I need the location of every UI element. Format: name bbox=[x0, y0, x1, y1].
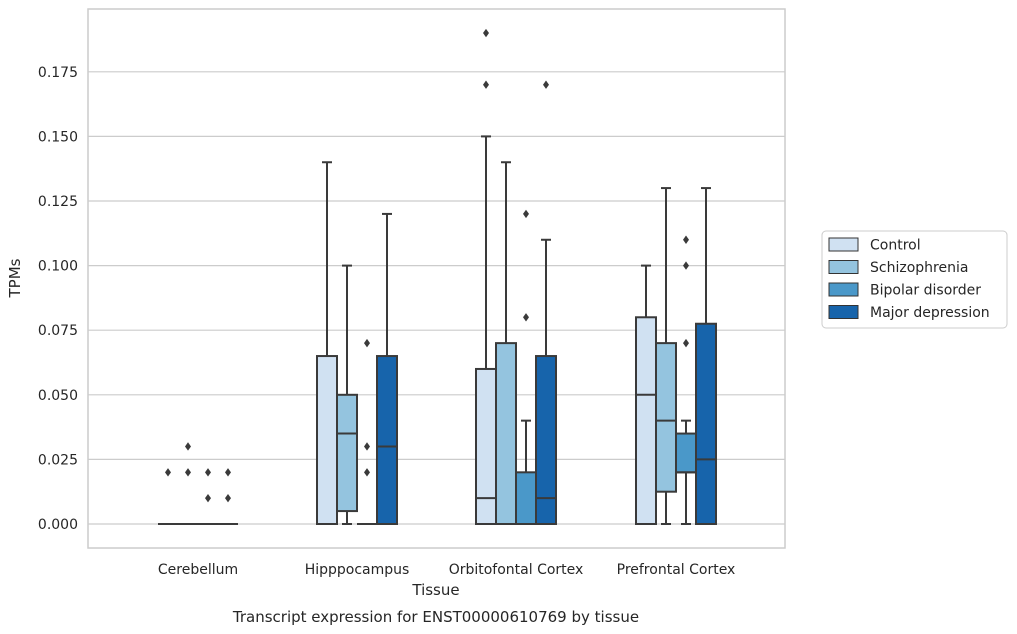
box-iqr bbox=[655, 342, 677, 493]
legend-label: Major depression bbox=[870, 305, 990, 321]
box-iqr bbox=[515, 471, 537, 526]
chart-caption: Transcript expression for ENST0000061076… bbox=[232, 608, 639, 626]
legend-frame bbox=[821, 230, 1008, 329]
outlier-point bbox=[483, 28, 489, 38]
outlier-point bbox=[364, 442, 370, 451]
box-iqr bbox=[535, 355, 557, 526]
x-tick-label: Cerebellum bbox=[158, 562, 238, 578]
legend-swatch bbox=[828, 282, 859, 297]
outlier-point bbox=[683, 261, 689, 270]
outlier-point bbox=[364, 468, 370, 477]
outlier-point bbox=[483, 80, 489, 89]
y-tick-label: 0.175 bbox=[38, 65, 78, 81]
y-tick-label: 0.075 bbox=[38, 323, 78, 339]
outlier-point bbox=[523, 209, 529, 219]
legend-swatch bbox=[828, 305, 859, 319]
box-plot-marks bbox=[158, 28, 717, 526]
x-tick-label: Hipppocampus bbox=[305, 562, 410, 578]
outlier-point bbox=[225, 468, 231, 477]
y-tick-label: 0.000 bbox=[38, 517, 78, 533]
y-axis-ticks: 0.000 0.025 0.050 0.075 0.100 0.125 0.150 0.175 bbox=[38, 65, 78, 533]
box-control bbox=[158, 468, 178, 525]
outlier-point bbox=[205, 468, 211, 477]
legend: Control Schizophrenia Bipolar disorder Majo… bbox=[821, 230, 1008, 329]
y-tick-label: 0.125 bbox=[38, 194, 78, 210]
box-control bbox=[635, 264, 657, 525]
legend-swatch bbox=[828, 260, 859, 274]
box-major-depression bbox=[535, 80, 557, 526]
x-axis-label: Tissue bbox=[411, 581, 459, 599]
box-bipolar-disorder bbox=[198, 468, 218, 525]
box-major-depression bbox=[376, 212, 398, 526]
gridlines bbox=[88, 71, 785, 525]
box-iqr bbox=[495, 342, 517, 525]
legend-swatch bbox=[828, 237, 859, 252]
y-axis-label: TPMs bbox=[6, 258, 24, 298]
box-control bbox=[316, 161, 338, 526]
box-bipolar-disorder bbox=[357, 338, 377, 525]
outlier-point bbox=[523, 313, 529, 322]
box-schizophrenia bbox=[495, 161, 517, 525]
plot-frame bbox=[87, 8, 786, 549]
outlier-point bbox=[543, 80, 549, 89]
outlier-point bbox=[225, 493, 231, 503]
y-tick-label: 0.150 bbox=[38, 129, 78, 145]
box-schizophrenia bbox=[178, 442, 198, 525]
box-schizophrenia bbox=[655, 187, 677, 525]
x-axis-ticks: Cerebellum Hipppocampus Orbitofontal Corte… bbox=[158, 562, 735, 578]
legend-label: Control bbox=[870, 238, 921, 254]
box-schizophrenia bbox=[336, 264, 358, 525]
y-tick-label: 0.025 bbox=[38, 452, 78, 468]
outlier-point bbox=[165, 468, 171, 477]
x-tick-label: Orbitofontal Cortex bbox=[449, 562, 584, 578]
box-iqr bbox=[316, 355, 338, 526]
legend-label: Bipolar disorder bbox=[870, 283, 981, 299]
outlier-point bbox=[364, 338, 370, 348]
box-iqr bbox=[635, 316, 657, 525]
box-major-depression bbox=[218, 468, 238, 525]
box-major-depression bbox=[695, 187, 717, 525]
outlier-point bbox=[185, 468, 191, 477]
outlier-point bbox=[185, 442, 191, 451]
x-tick-label: Prefrontal Cortex bbox=[617, 562, 736, 578]
box-iqr bbox=[675, 432, 697, 474]
outlier-point bbox=[683, 235, 689, 244]
y-tick-label: 0.050 bbox=[38, 388, 78, 404]
box-iqr bbox=[695, 322, 717, 525]
box-iqr bbox=[376, 355, 398, 526]
box-bipolar-disorder bbox=[515, 209, 537, 526]
box-bipolar-disorder bbox=[675, 235, 697, 525]
legend-label: Schizophrenia bbox=[870, 260, 968, 276]
outlier-point bbox=[205, 493, 211, 503]
y-tick-label: 0.100 bbox=[38, 259, 78, 275]
outlier-point bbox=[683, 338, 689, 348]
box-iqr bbox=[475, 367, 497, 525]
box-control bbox=[475, 28, 497, 525]
box-iqr bbox=[336, 393, 358, 513]
